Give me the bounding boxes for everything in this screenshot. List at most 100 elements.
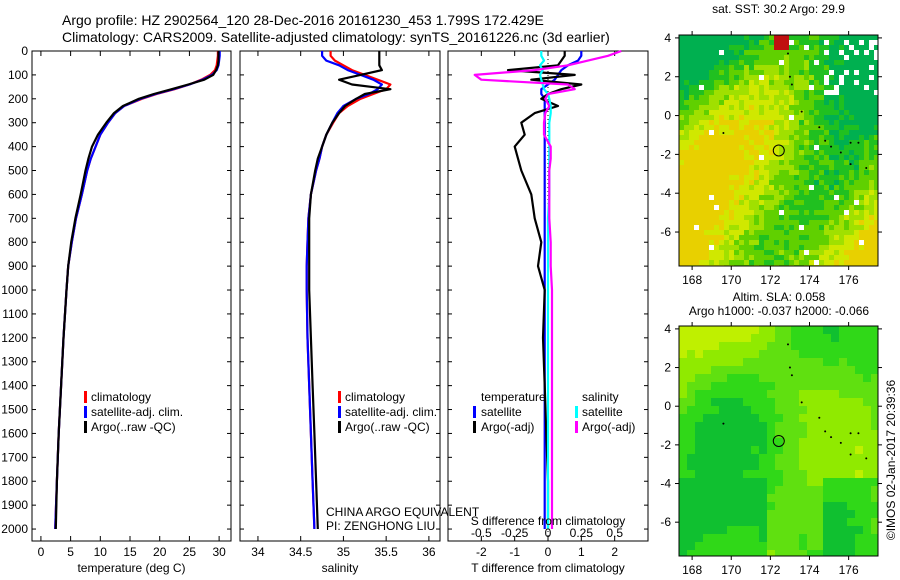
map-cell [779, 35, 784, 40]
map-cell [769, 85, 774, 90]
map-cell [754, 225, 759, 230]
map-cell [854, 200, 859, 205]
map-cell [744, 50, 749, 55]
map-cell [794, 65, 799, 70]
map-cell [767, 526, 775, 534]
map-cell [804, 210, 809, 215]
map-cell [759, 470, 767, 478]
map-cell [739, 50, 744, 55]
map-cell [815, 494, 823, 502]
map-cell [774, 95, 779, 100]
map-cell [751, 406, 759, 414]
map-cell [727, 430, 735, 438]
map-cell [767, 438, 775, 446]
map-cell [764, 50, 769, 55]
map-cell [834, 255, 839, 260]
map-cell [687, 422, 695, 430]
map-cell [724, 135, 729, 140]
map-cell [714, 35, 719, 40]
map-cell [847, 486, 855, 494]
map-cell [839, 160, 844, 165]
map-cell [849, 230, 854, 235]
map-cell [814, 40, 819, 45]
map-cell [769, 215, 774, 220]
map-cell [769, 55, 774, 60]
y-tick-label: 300 [8, 116, 28, 130]
map-cell [724, 120, 729, 125]
map-cell [874, 230, 878, 235]
map-cell [863, 446, 871, 454]
map-cell [774, 35, 779, 40]
map-cell [784, 215, 789, 220]
sla-map-title: Altim. SLA: 0.058 [732, 290, 826, 304]
map-cell [724, 190, 729, 195]
map-cell [751, 446, 759, 454]
map-cell [844, 195, 849, 200]
map-cell [809, 250, 814, 255]
map-cell [759, 170, 764, 175]
map-cell [729, 215, 734, 220]
map-cell [774, 245, 779, 250]
map-cell [767, 374, 775, 382]
map-cell [839, 250, 844, 255]
map-cell [734, 65, 739, 70]
map-cell [794, 165, 799, 170]
map-cell [829, 230, 834, 235]
map-cell [789, 205, 794, 210]
map-cell [775, 486, 783, 494]
map-cell [744, 170, 749, 175]
map-cell [729, 175, 734, 180]
map-cell [754, 195, 759, 200]
map-cell [703, 374, 711, 382]
map-cell [744, 130, 749, 135]
map-cell [849, 55, 854, 60]
map-cell [779, 185, 784, 190]
map-cell [799, 350, 807, 358]
map-cell [679, 120, 684, 125]
map-cell [739, 55, 744, 60]
map-cell [844, 145, 849, 150]
map-cell [764, 65, 769, 70]
map-cell [854, 115, 859, 120]
map-cell [784, 220, 789, 225]
map-cell [689, 135, 694, 140]
map-cell [699, 245, 704, 250]
map-cell [729, 60, 734, 65]
map-cell [764, 200, 769, 205]
map-cell [699, 240, 704, 245]
map-cell [864, 205, 869, 210]
map-cell [863, 502, 871, 510]
map-cell [699, 110, 704, 115]
island-marker [857, 432, 860, 435]
map-cell [689, 190, 694, 195]
map-cell [739, 250, 744, 255]
map-cell [831, 526, 839, 534]
map-cell [814, 140, 819, 145]
map-cell [727, 374, 735, 382]
map-cell [749, 240, 754, 245]
map-cell [744, 220, 749, 225]
map-cell [754, 205, 759, 210]
map-cell [679, 438, 687, 446]
map-cell [711, 526, 719, 534]
map-cell [714, 175, 719, 180]
map-cell [754, 150, 759, 155]
map-cell [779, 195, 784, 200]
map-cell [815, 430, 823, 438]
map-cell [815, 350, 823, 358]
map-cell [679, 374, 687, 382]
map-cell [874, 190, 878, 195]
map-cell [764, 155, 769, 160]
map-cell [864, 260, 869, 265]
map-cell [815, 342, 823, 350]
map-cell [735, 342, 743, 350]
map-cell [815, 542, 823, 550]
map-cell [679, 135, 684, 140]
map-cell [814, 255, 819, 260]
map-cell [689, 65, 694, 70]
map-cell [831, 390, 839, 398]
legend-swatch-sal-argo [575, 421, 578, 433]
map-cell [871, 390, 878, 398]
map-cell [687, 502, 695, 510]
map-cell [854, 250, 859, 255]
